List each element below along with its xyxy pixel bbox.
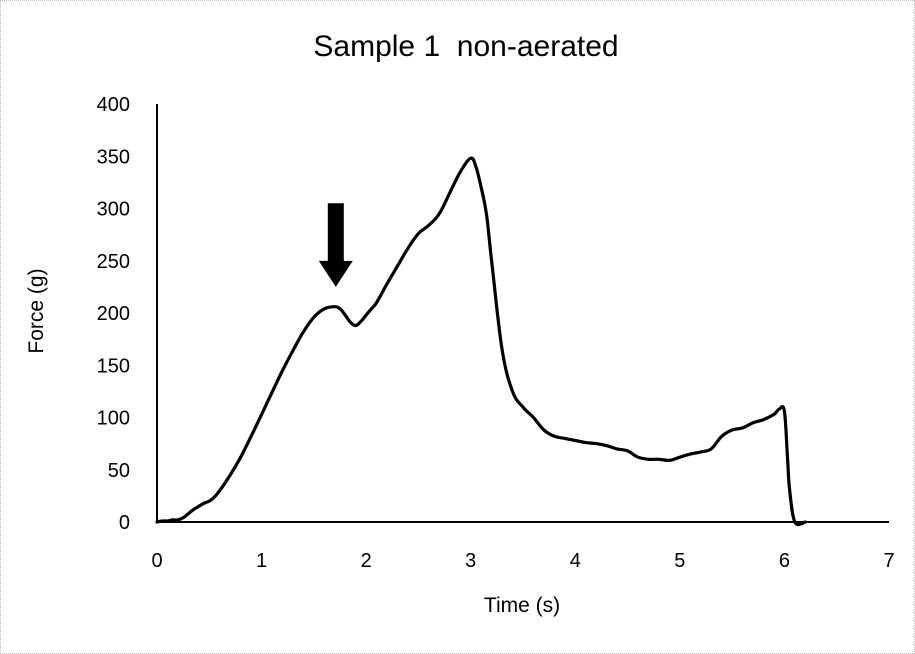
x-tick-label: 6 — [779, 550, 790, 572]
peak-arrow-annotation — [319, 203, 353, 287]
y-axis-ticks: 0 50 100 150 200 250 300 350 400 — [97, 94, 130, 534]
y-tick-label: 150 — [97, 355, 130, 377]
down-arrow-shape — [319, 203, 353, 287]
x-axis-ticks: 0 1 2 3 4 5 6 7 — [151, 550, 894, 572]
y-tick-label: 200 — [97, 303, 130, 325]
x-tick-label: 3 — [465, 550, 476, 572]
y-tick-label: 300 — [97, 199, 130, 221]
chart-title: Sample 1 non-aerated — [313, 30, 618, 63]
force-series-line — [157, 158, 805, 524]
x-tick-label: 5 — [674, 550, 685, 572]
y-tick-label: 350 — [97, 146, 130, 168]
x-tick-label: 1 — [256, 550, 267, 572]
y-tick-label: 50 — [108, 460, 130, 482]
y-tick-label: 250 — [97, 251, 130, 273]
x-tick-label: 4 — [570, 550, 581, 572]
x-tick-label: 7 — [883, 550, 894, 572]
y-tick-label: 400 — [97, 94, 130, 116]
x-axis-label: Time (s) — [484, 594, 560, 617]
y-tick-label: 0 — [119, 512, 130, 534]
x-tick-label: 2 — [361, 550, 372, 572]
x-tick-label: 0 — [151, 550, 162, 572]
y-tick-label: 100 — [97, 408, 130, 430]
y-axis-label: Force (g) — [25, 268, 48, 353]
